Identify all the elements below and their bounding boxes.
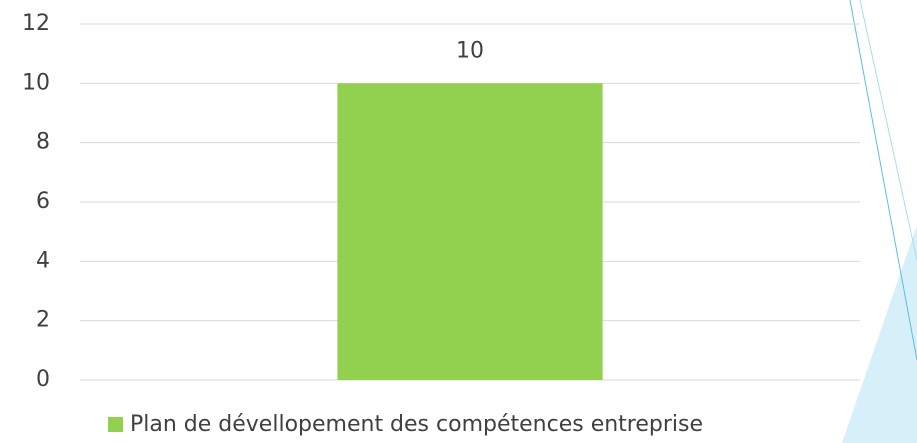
y-tick-label: 0: [36, 367, 50, 392]
legend-label: Plan de dévellopement des compétences en…: [130, 412, 703, 437]
decoration-line: [849, 0, 917, 361]
y-tick-label: 4: [36, 248, 50, 273]
y-tick-label: 2: [36, 308, 50, 333]
y-tick-label: 12: [22, 11, 50, 36]
decoration-line: [859, 0, 917, 261]
bar: [337, 83, 603, 380]
y-tick-label: 8: [36, 130, 50, 155]
decoration: [842, 225, 917, 443]
y-tick-label: 6: [36, 189, 50, 214]
legend-swatch: [108, 417, 123, 432]
y-tick-label: 10: [22, 70, 50, 95]
data-label: 10: [456, 38, 484, 63]
